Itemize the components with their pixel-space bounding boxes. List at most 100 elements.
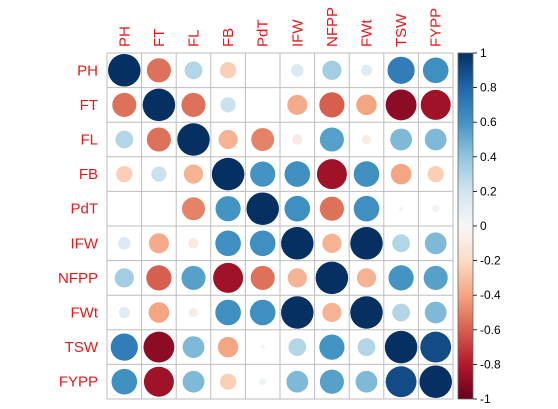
correlation-circle-fb-fl <box>183 164 204 184</box>
correlation-circle-ph-fwt <box>360 64 373 76</box>
correlation-circle-ifw-fypp <box>424 232 447 255</box>
column-label-fb: FB <box>220 28 237 47</box>
correlation-circle-fypp-fl <box>182 370 205 393</box>
correlation-circle-ft-tsw <box>385 89 417 121</box>
column-label-ifw: IFW <box>289 19 306 47</box>
correlation-circle-ph-fl <box>184 61 203 80</box>
correlation-circle-ft-fb <box>220 97 236 113</box>
grid <box>106 52 454 400</box>
correlation-circle-fl-fwt <box>361 134 372 145</box>
row-label-fypp: FYPP <box>59 374 98 391</box>
correlation-circle-nfpp-ft <box>146 265 172 291</box>
correlation-circle-nfpp-ph <box>114 268 134 288</box>
correlation-circle-fl-ft <box>146 127 171 152</box>
column-label-fwt: FWt <box>359 19 376 47</box>
column-label-fl: FL <box>186 29 203 47</box>
correlation-circle-ph-fypp <box>422 57 449 84</box>
legend-tick-label: -0.2 <box>480 254 501 268</box>
correlation-circle-fypp-ifw <box>286 370 309 393</box>
column-label-fypp: FYPP <box>428 8 445 47</box>
correlation-circle-ifw-ifw <box>281 227 314 260</box>
correlation-circle-nfpp-tsw <box>388 265 414 291</box>
correlation-circle-ft-ifw <box>287 94 308 115</box>
correlation-circle-tsw-fypp <box>420 331 452 363</box>
color-legend: 1 0.8 0.6 0.4 0.2 0 -0.2 -0.4 -0.6 -0.8 -1 <box>457 46 501 406</box>
correlation-circle-fl-nfpp <box>319 127 344 152</box>
correlation-circle-fypp-fypp <box>419 365 452 398</box>
row-label-fwt: FWt <box>71 305 99 322</box>
correlation-circle-ph-ifw <box>291 64 304 77</box>
correlation-circle-fwt-fb <box>215 299 241 326</box>
correlation-circle-nfpp-ifw <box>287 268 307 288</box>
legend-tick-label: 0.2 <box>480 184 497 198</box>
correlation-circle-ft-fwt <box>356 94 377 116</box>
correlation-circle-ifw-fwt <box>350 227 383 260</box>
correlation-circle-fb-fwt <box>353 161 380 187</box>
row-labels: PH FT FL FB PdT IFW NFPP FWt TSW FYPP <box>58 62 99 390</box>
legend-tick-label: -0.8 <box>480 357 501 371</box>
correlation-circle-nfpp-fl <box>181 265 206 290</box>
correlation-circle-fl-fl <box>177 123 210 156</box>
correlation-circle-nfpp-fb <box>213 262 244 293</box>
correlation-circle-fwt-fwt <box>350 296 383 329</box>
legend-tick-label: -0.6 <box>480 323 501 337</box>
correlation-circle-fl-tsw <box>390 128 413 151</box>
correlation-circle-fwt-fypp <box>424 301 447 324</box>
correlation-circle-fb-ph <box>116 165 133 183</box>
row-label-tsw: TSW <box>65 339 99 356</box>
correlation-circle-fypp-fb <box>219 373 237 390</box>
correlation-circle-tsw-fb <box>217 336 239 358</box>
legend-tick-label: 0.4 <box>480 150 497 164</box>
correlation-circle-tsw-ft <box>143 331 175 363</box>
correlation-circle-fypp-ft <box>143 366 174 397</box>
correlation-circle-nfpp-pdt <box>250 265 275 290</box>
correlation-circle-pdt-tsw <box>398 206 404 211</box>
legend-tick-label: 0.8 <box>480 81 497 95</box>
correlation-circle-ph-ft <box>146 58 171 83</box>
row-label-fl: FL <box>80 132 98 149</box>
correlation-circle-pdt-fwt <box>353 195 380 222</box>
correlation-circle-fb-fypp <box>427 165 444 183</box>
correlation-circle-fypp-pdt <box>259 378 267 386</box>
correlation-circle-fb-tsw <box>390 163 412 185</box>
correlation-circle-tsw-tsw <box>384 330 418 364</box>
correlation-circle-fl-fypp <box>424 128 447 151</box>
correlation-circle-tsw-nfpp <box>319 334 345 360</box>
correlation-circle-ft-fypp <box>420 89 451 120</box>
correlation-circle-fwt-nfpp <box>322 302 342 323</box>
row-label-fb: FB <box>79 166 98 183</box>
legend-color-bar <box>457 52 474 400</box>
correlation-circles <box>108 54 452 398</box>
correlation-circle-ifw-ft <box>148 233 169 254</box>
correlation-circle-tsw-fl <box>182 336 205 359</box>
legend-tick-label: -0.4 <box>480 288 501 302</box>
correlation-circle-fypp-ph <box>111 368 138 395</box>
column-label-pdt: PdT <box>255 19 272 47</box>
row-label-ifw: IFW <box>71 235 99 252</box>
correlation-circle-fwt-pdt <box>249 299 276 326</box>
correlation-circle-fwt-ph <box>118 306 130 319</box>
correlation-circle-fb-ifw <box>284 161 311 187</box>
correlation-circle-tsw-ifw <box>288 338 307 357</box>
correlation-circle-fb-nfpp <box>316 159 347 190</box>
correlation-circle-ft-ft <box>142 88 176 122</box>
correlation-circle-ph-ph <box>108 54 141 87</box>
row-label-ph: PH <box>77 62 98 79</box>
correlation-circle-fypp-fwt <box>355 370 378 393</box>
correlation-circle-pdt-pdt <box>246 192 279 225</box>
correlation-circle-ifw-pdt <box>249 230 276 257</box>
row-label-pdt: PdT <box>70 201 98 218</box>
correlation-circle-ifw-tsw <box>392 234 411 253</box>
correlation-circle-nfpp-fypp <box>423 265 448 290</box>
legend-tick-label: 0 <box>480 219 487 233</box>
correlation-circle-pdt-fypp <box>432 205 440 213</box>
correlation-circle-fb-pdt <box>250 161 276 187</box>
correlation-circle-fwt-ft <box>148 302 170 323</box>
legend-tick-label: 1 <box>480 46 487 60</box>
correlation-circle-ifw-nfpp <box>322 233 342 253</box>
correlation-circle-fypp-nfpp <box>319 369 344 394</box>
correlation-circle-pdt-fb <box>215 196 241 222</box>
correlation-circle-fypp-tsw <box>385 366 417 398</box>
legend-tick-label: 0.6 <box>480 115 497 129</box>
